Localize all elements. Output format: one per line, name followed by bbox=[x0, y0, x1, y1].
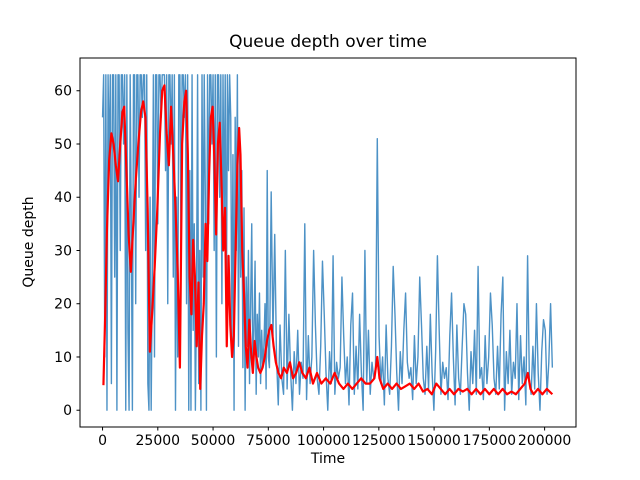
x-tick-label: 0 bbox=[98, 433, 107, 449]
queue-depth-raw-line bbox=[101, 74, 554, 411]
y-tick-label: 60 bbox=[54, 84, 72, 100]
x-tick-label: 175000 bbox=[463, 433, 516, 449]
chart-title: Queue depth over time bbox=[229, 32, 427, 52]
axes-frame bbox=[79, 57, 577, 428]
x-tick-label: 50000 bbox=[191, 433, 236, 449]
y-tick-label: 10 bbox=[54, 350, 72, 366]
y-tick-label: 0 bbox=[63, 403, 72, 419]
x-tick-label: 25000 bbox=[136, 433, 181, 449]
y-tick-label: 20 bbox=[54, 297, 72, 313]
x-tick-label: 75000 bbox=[246, 433, 291, 449]
y-tick-label: 30 bbox=[54, 243, 72, 259]
y-tick-label: 50 bbox=[54, 137, 72, 153]
y-tick-label: 40 bbox=[54, 190, 72, 206]
x-tick-label: 125000 bbox=[352, 433, 405, 449]
moving-average-line bbox=[102, 84, 554, 396]
x-tick-label: 100000 bbox=[297, 433, 350, 449]
x-tick-label: 200000 bbox=[518, 433, 571, 449]
x-tick-label: 150000 bbox=[407, 433, 460, 449]
x-axis-label: Time bbox=[310, 451, 346, 467]
